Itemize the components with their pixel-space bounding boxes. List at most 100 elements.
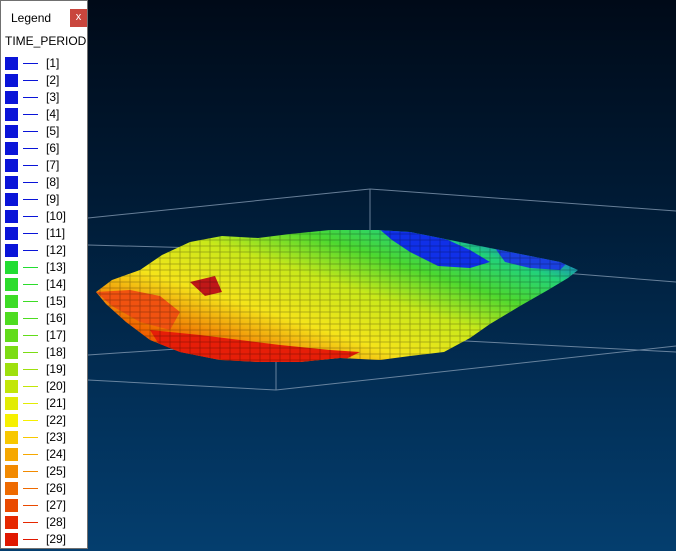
legend-swatch <box>5 397 18 410</box>
legend-item: [27] <box>1 497 87 514</box>
legend-item: [10] <box>1 208 87 225</box>
legend-item-label: [15] <box>46 294 67 308</box>
legend-item: [12] <box>1 242 87 259</box>
legend-item-label: [12] <box>46 243 67 257</box>
legend-item-label: [28] <box>46 515 67 529</box>
legend-item: [17] <box>1 327 87 344</box>
legend-item-label: [14] <box>46 277 67 291</box>
legend-item: [9] <box>1 191 87 208</box>
legend-line <box>23 250 38 251</box>
legend-swatch <box>5 74 18 87</box>
legend-line <box>23 386 38 387</box>
legend-item-label: [17] <box>46 328 67 342</box>
legend-line <box>23 420 38 421</box>
close-icon[interactable]: x <box>70 9 87 27</box>
legend-item-label: [8] <box>46 175 60 189</box>
legend-item-label: [13] <box>46 260 67 274</box>
legend-header: Legend x <box>1 1 87 31</box>
legend-swatch <box>5 57 18 70</box>
legend-swatch <box>5 142 18 155</box>
legend-item-label: [25] <box>46 464 67 478</box>
legend-item: [16] <box>1 310 87 327</box>
legend-swatch <box>5 448 18 461</box>
legend-item: [25] <box>1 463 87 480</box>
legend-line <box>23 199 38 200</box>
legend-item-label: [26] <box>46 481 67 495</box>
legend-line <box>23 63 38 64</box>
legend-item: [7] <box>1 157 87 174</box>
legend-item: [15] <box>1 293 87 310</box>
legend-line <box>23 267 38 268</box>
legend-item: [2] <box>1 72 87 89</box>
legend-line <box>23 539 38 540</box>
legend-swatch <box>5 227 18 240</box>
legend-swatch <box>5 499 18 512</box>
legend-item: [29] <box>1 531 87 548</box>
legend-swatch <box>5 363 18 376</box>
legend-line <box>23 437 38 438</box>
legend-item: [19] <box>1 361 87 378</box>
legend-item: [21] <box>1 395 87 412</box>
legend-line <box>23 352 38 353</box>
legend-line <box>23 505 38 506</box>
legend-swatch <box>5 244 18 257</box>
legend-item-label: [3] <box>46 90 60 104</box>
legend-swatch <box>5 193 18 206</box>
legend-item: [18] <box>1 344 87 361</box>
legend-item-label: [22] <box>46 413 67 427</box>
legend-item: [23] <box>1 429 87 446</box>
legend-swatch <box>5 125 18 138</box>
legend-swatch <box>5 516 18 529</box>
legend-line <box>23 403 38 404</box>
legend-line <box>23 369 38 370</box>
legend-item-label: [7] <box>46 158 60 172</box>
legend-swatch <box>5 414 18 427</box>
legend-item: [3] <box>1 89 87 106</box>
legend-swatch <box>5 329 18 342</box>
legend-line <box>23 216 38 217</box>
legend-line <box>23 97 38 98</box>
legend-item-label: [4] <box>46 107 60 121</box>
legend-line <box>23 318 38 319</box>
legend-item: [1] <box>1 55 87 72</box>
legend-swatch <box>5 210 18 223</box>
legend-item: [11] <box>1 225 87 242</box>
legend-swatch <box>5 533 18 546</box>
legend-item-label: [19] <box>46 362 67 376</box>
legend-item-label: [18] <box>46 345 67 359</box>
legend-item: [24] <box>1 446 87 463</box>
legend-item: [26] <box>1 480 87 497</box>
legend-line <box>23 284 38 285</box>
legend-item: [6] <box>1 140 87 157</box>
legend-item-label: [5] <box>46 124 60 138</box>
legend-swatch <box>5 159 18 172</box>
legend-item-label: [9] <box>46 192 60 206</box>
legend-swatch <box>5 278 18 291</box>
legend-swatch <box>5 261 18 274</box>
legend-swatch <box>5 465 18 478</box>
legend-item: [28] <box>1 514 87 531</box>
legend-line <box>23 471 38 472</box>
legend-line <box>23 335 38 336</box>
legend-item-label: [6] <box>46 141 60 155</box>
legend-item-label: [21] <box>46 396 67 410</box>
legend-item-label: [11] <box>46 226 66 240</box>
legend-line <box>23 80 38 81</box>
legend-item-label: [1] <box>46 56 60 70</box>
legend-swatch <box>5 295 18 308</box>
legend-item: [13] <box>1 259 87 276</box>
legend-item-label: [16] <box>46 311 67 325</box>
legend-item: [20] <box>1 378 87 395</box>
legend-line <box>23 454 38 455</box>
legend-line <box>23 233 38 234</box>
legend-line <box>23 301 38 302</box>
legend-line <box>23 131 38 132</box>
legend-line <box>23 114 38 115</box>
legend-item-label: [20] <box>46 379 67 393</box>
legend-swatch <box>5 176 18 189</box>
legend-title: Legend <box>11 11 52 25</box>
legend-line <box>23 165 38 166</box>
legend-item-label: [27] <box>46 498 67 512</box>
